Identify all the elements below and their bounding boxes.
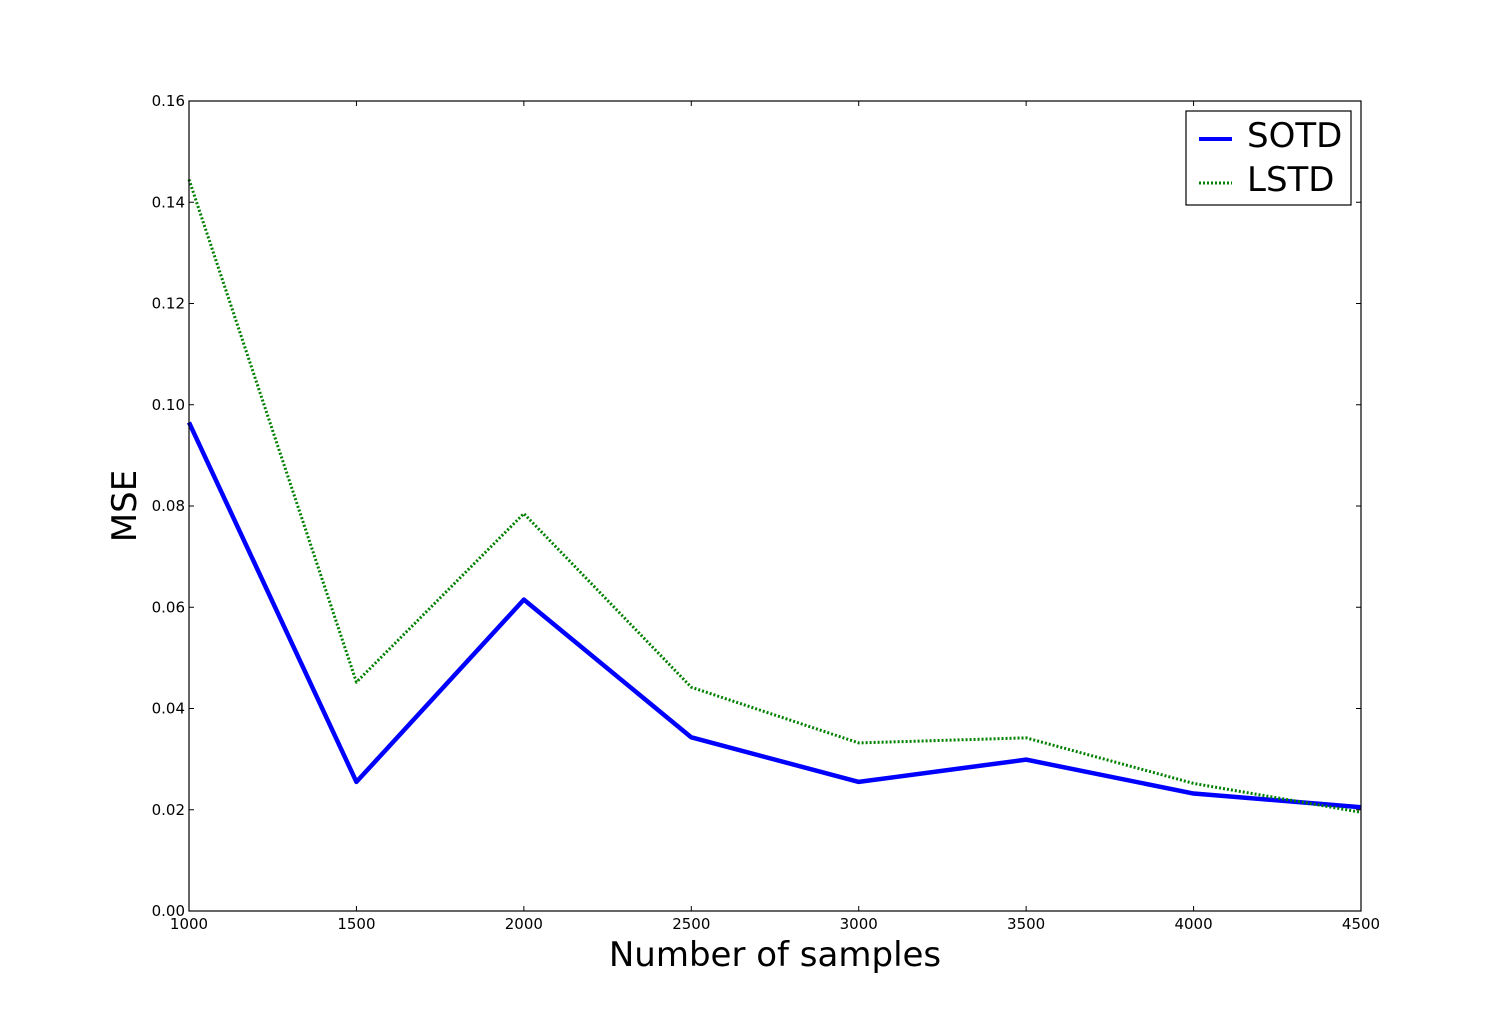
y-tick-label: 0.02 [152,801,185,819]
y-tick-label: 0.04 [152,700,185,718]
x-tick-label: 3500 [1007,915,1045,933]
x-tick-label: 4000 [1174,915,1212,933]
legend-frame [1185,110,1352,206]
y-tick-label: 0.10 [152,396,185,414]
y-tick-label: 0.00 [152,902,185,920]
series-line-sotd [186,421,1362,810]
x-tick-label: 4500 [1342,915,1380,933]
series-layer [186,178,1362,814]
y-tick-label: 0.14 [152,193,185,211]
legend-label-lstd: LSTD [1247,160,1334,200]
y-tick-label: 0.06 [152,598,185,616]
series-line-lstd [187,178,1362,814]
y-tick-label: 0.08 [152,497,185,515]
x-tick-label: 2500 [672,915,710,933]
y-axis-label: MSE [105,470,145,542]
x-tick-label: 2000 [505,915,543,933]
y-tick-label: 0.16 [152,92,185,110]
x-tick-label: 1500 [337,915,375,933]
legend: SOTD LSTD [1185,110,1352,206]
x-tick-label: 1000 [170,915,208,933]
x-axis-label: Number of samples [609,935,941,975]
y-tick-label: 0.12 [152,295,185,313]
tick-layer: 1000 1500 2000 2500 3000 3500 4000 4500 0.00 0.02… [152,92,1381,933]
x-tick-label: 3000 [840,915,878,933]
legend-label-sotd: SOTD [1247,116,1342,156]
